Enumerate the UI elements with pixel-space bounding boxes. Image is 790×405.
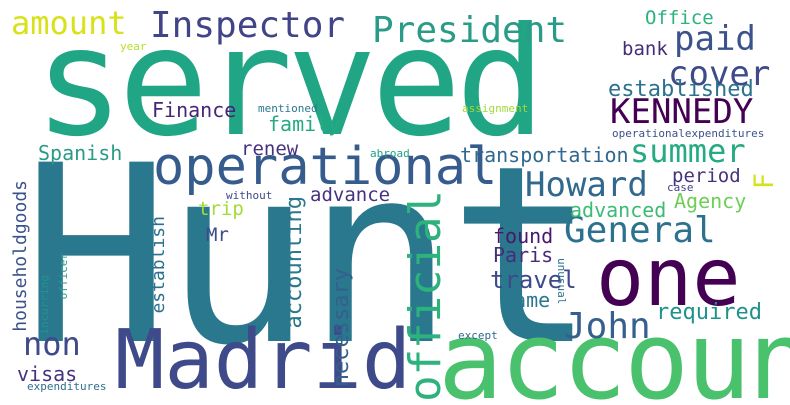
word-one: one: [596, 231, 741, 324]
word-finance: Finance: [152, 98, 237, 122]
word-official: official: [400, 190, 451, 402]
word-operational: operational: [153, 137, 498, 197]
word-office: Office: [645, 7, 714, 29]
word-served: served: [34, 0, 546, 170]
word-summer: summer: [630, 132, 746, 170]
word-advanced: advanced: [570, 198, 667, 222]
word-inspector: Inspector: [150, 5, 346, 46]
word-bank: bank: [622, 38, 668, 60]
word-paid: paid: [674, 19, 756, 59]
word-john: John: [564, 306, 651, 347]
word-name: name: [502, 288, 551, 312]
word-case: case: [667, 181, 694, 194]
word-established: established: [608, 77, 754, 102]
word-hunt: Hunt: [22, 114, 596, 400]
word-agency: Agency: [674, 189, 747, 213]
word-account: account: [438, 299, 790, 405]
word-incurring: incurring: [38, 275, 51, 335]
word-mentioned: mentioned: [258, 102, 318, 115]
word-establish: establish: [148, 216, 169, 314]
word-transportation: transportation: [460, 143, 629, 167]
word-householdgoods: householdgoods: [10, 180, 31, 332]
word-f: F: [749, 173, 780, 190]
word-accounting: accounting: [282, 196, 307, 329]
word-officer: officer: [57, 253, 70, 300]
word-visas: visas: [17, 362, 78, 386]
word-howard: Howard: [525, 165, 648, 205]
word-spanish: Spanish: [38, 141, 123, 165]
word-amount: amount: [11, 4, 127, 42]
word-found: found: [493, 224, 554, 248]
word-assignment: assignment: [462, 102, 529, 115]
word-president: President: [372, 10, 568, 51]
word-year: year: [120, 40, 147, 53]
word-abroad: abroad: [370, 147, 410, 160]
word-mr: Mr: [206, 224, 229, 246]
word-travel: travel: [490, 266, 577, 294]
word-expenditures: expenditures: [27, 380, 107, 393]
word-general: General: [564, 210, 716, 251]
word-cover: cover: [668, 54, 771, 94]
word-unusual: unusual: [555, 258, 568, 305]
word-kennedy: KENNEDY: [610, 92, 754, 132]
word-trip: trip: [198, 198, 244, 220]
word-without: without: [226, 189, 273, 202]
word-operationalexpenditures: operationalexpenditures: [612, 127, 765, 140]
word-non: non: [23, 325, 81, 363]
word-except: except: [458, 329, 498, 342]
word-madrid: Madrid: [115, 313, 412, 405]
word-period: period: [672, 165, 741, 187]
word-paris: Paris: [493, 243, 554, 267]
word-renew: renew: [241, 138, 299, 160]
word-necessary: necessary: [329, 268, 354, 388]
word-family: family: [268, 112, 341, 136]
word-required: required: [656, 300, 762, 325]
word-advance: advance: [310, 184, 391, 206]
